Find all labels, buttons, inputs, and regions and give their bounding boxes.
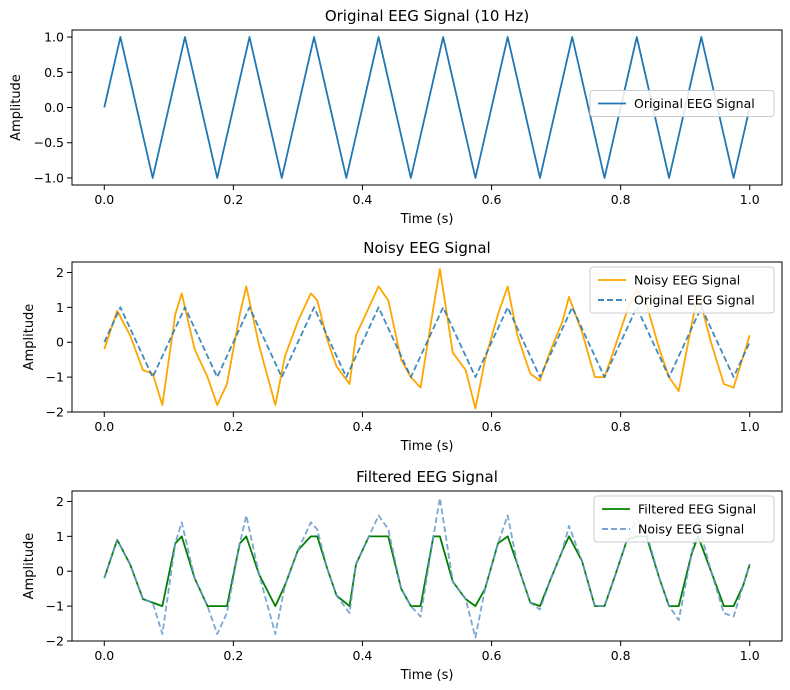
- x-tick-label: 0.0: [94, 419, 114, 434]
- series-line-original-eeg-signal: [103, 36, 751, 179]
- axes-frame: [71, 261, 783, 413]
- x-tick-label: 0.0: [94, 648, 114, 663]
- series-line-original-eeg-signal: [103, 306, 751, 379]
- legend: Original EEG Signal: [589, 90, 775, 117]
- x-tick-label: 0.6: [482, 419, 502, 434]
- y-tick-label: −2: [46, 634, 64, 649]
- legend-box: [589, 266, 775, 314]
- y-tick-label: 0.0: [44, 100, 64, 115]
- x-tick-label: 0.0: [94, 192, 114, 207]
- x-axis-label: Time (s): [400, 439, 454, 454]
- legend-label: Noisy EEG Signal: [638, 522, 744, 537]
- y-tick-label: 1.0: [44, 30, 64, 45]
- subplot-title: Noisy EEG Signal: [363, 239, 490, 257]
- legend-label: Original EEG Signal: [634, 293, 755, 308]
- y-tick-label: −1.0: [34, 170, 64, 185]
- x-tick-label: 0.8: [611, 192, 631, 207]
- y-tick-label: 2: [56, 494, 64, 509]
- legend-label: Noisy EEG Signal: [634, 273, 740, 288]
- x-tick-label: 0.8: [611, 419, 631, 434]
- x-tick-label: 1.0: [740, 192, 760, 207]
- y-tick-label: −1: [46, 370, 64, 385]
- x-tick-label: 0.8: [611, 648, 631, 663]
- subplot-title: Filtered EEG Signal: [356, 468, 498, 486]
- y-axis-label: Amplitude: [22, 304, 37, 371]
- subplot-1: Original EEG Signal (10 Hz) 0.0 0.2 0.4 0.6 0…: [9, 7, 783, 227]
- subplot-title: Original EEG Signal (10 Hz): [325, 7, 529, 25]
- x-axis-label: Time (s): [400, 212, 454, 227]
- legend-label: Original EEG Signal: [634, 96, 755, 111]
- y-axis-label: Amplitude: [22, 533, 37, 600]
- x-tick-label: 0.6: [482, 648, 502, 663]
- x-tick-label: 0.2: [223, 192, 243, 207]
- x-tick-label: 0.2: [223, 648, 243, 663]
- x-tick-label: 0.4: [353, 192, 373, 207]
- x-tick-label: 0.6: [482, 192, 502, 207]
- x-tick-label: 1.0: [740, 648, 760, 663]
- legend-box: [593, 495, 775, 543]
- y-tick-label: 1: [56, 529, 64, 544]
- y-tick-label: −1: [46, 599, 64, 614]
- legend: Filtered EEG Signal Noisy EEG Signal: [593, 495, 775, 543]
- series-line-noisy-eeg-signal: [103, 497, 751, 639]
- x-tick-label: 0.2: [223, 419, 243, 434]
- legend-label: Filtered EEG Signal: [638, 502, 756, 517]
- subplot-3: Filtered EEG Signal 0.0 0.2 0.4 0.6 0.8 1.0 −2 −…: [22, 468, 783, 683]
- legend-box: [589, 90, 775, 117]
- y-tick-label: 0: [56, 335, 64, 350]
- axes-frame: [71, 490, 783, 642]
- y-tick-label: 0.5: [44, 65, 64, 80]
- x-axis-label: Time (s): [400, 668, 454, 683]
- y-tick-label: 1: [56, 300, 64, 315]
- x-tick-label: 1.0: [740, 419, 760, 434]
- y-tick-label: 0: [56, 564, 64, 579]
- legend: Noisy EEG Signal Original EEG Signal: [589, 266, 775, 314]
- y-axis-label: Amplitude: [9, 74, 24, 141]
- x-tick-label: 0.4: [353, 648, 373, 663]
- y-tick-label: −2: [46, 405, 64, 420]
- x-tick-label: 0.4: [353, 419, 373, 434]
- y-tick-label: −0.5: [34, 135, 64, 150]
- y-tick-label: 2: [56, 265, 64, 280]
- subplot-2: Noisy EEG Signal 0.0 0.2 0.4 0.6 0.8 1.0 −2 −1 0 1…: [22, 239, 783, 454]
